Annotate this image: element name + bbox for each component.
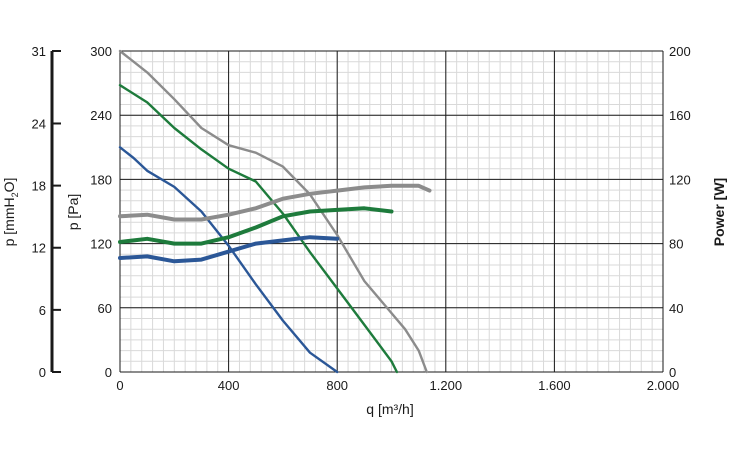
x-tick-label: 1.600 [538, 378, 571, 393]
pa-tick-label: 60 [98, 301, 112, 316]
pa-tick-label: 120 [90, 237, 112, 252]
pa-tick-label: 240 [90, 108, 112, 123]
mmh2o-tick-label: 31 [32, 44, 46, 59]
x-tick-label: 2.000 [647, 378, 680, 393]
tick-labels: 0 6 12 18 24 31 0 60 120 180 240 300 0 40 80 120 160 200 0… [32, 44, 691, 393]
axes [50, 50, 61, 373]
power-tick-label: 120 [669, 172, 691, 187]
power-tick-label: 40 [669, 301, 683, 316]
x-axis-label: q [m³/h] [366, 401, 413, 417]
mmh2o-tick-label: 24 [32, 116, 46, 131]
mmh2o-tick-label: 6 [39, 303, 46, 318]
mmh2o-tick-label: 18 [32, 179, 46, 194]
power-curve-gray [118, 183, 432, 222]
power-tick-label: 80 [669, 237, 683, 252]
pressure-curve-gray [118, 49, 428, 374]
pa-tick-label: 180 [90, 172, 112, 187]
mmh2o-label-prefix: p [mmH [1, 197, 17, 246]
mmh2o-label-suffix: O] [1, 178, 17, 193]
mmh2o-label-subscript: 2 [10, 192, 20, 197]
x-tick-label: 0 [116, 378, 123, 393]
curves [118, 49, 432, 374]
power-curve-blue [118, 235, 340, 264]
power-tick-label: 160 [669, 108, 691, 123]
power-tick-label: 0 [669, 365, 676, 380]
major-grid [119, 50, 664, 373]
x-tick-label: 800 [326, 378, 348, 393]
mmh2o-tick-label: 12 [32, 241, 46, 256]
pa-tick-label: 0 [105, 365, 112, 380]
pressure-curve-blue [118, 146, 339, 374]
power-curve-green [118, 206, 394, 246]
y-axis-label-mmh2o: p [mmH2O] [1, 178, 20, 247]
pressure-curve-green [118, 84, 399, 374]
mmh2o-tick-label: 0 [39, 365, 46, 380]
power-tick-label: 200 [669, 44, 691, 59]
x-tick-label: 400 [218, 378, 240, 393]
x-tick-label: 1.200 [430, 378, 463, 393]
y-axis-label-power: Power [W] [711, 178, 727, 246]
y-axis-label-pa: p [Pa] [65, 194, 81, 231]
pa-tick-label: 300 [90, 44, 112, 59]
